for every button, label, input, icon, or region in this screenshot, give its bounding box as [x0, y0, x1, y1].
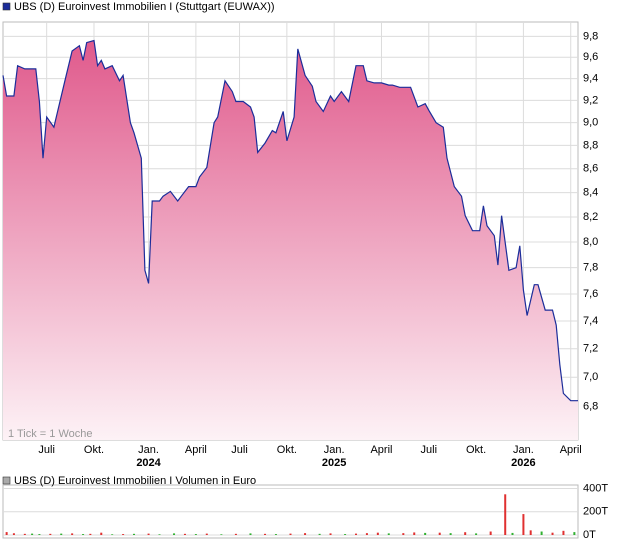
y-tick-label: 9,6	[583, 51, 598, 63]
volume-bar	[89, 533, 92, 535]
volume-bar	[449, 533, 452, 535]
x-tick-year: 2025	[322, 457, 346, 469]
volume-bar	[31, 533, 34, 535]
x-tick-label: Juli	[421, 444, 438, 456]
y-tick-label: 9,2	[583, 94, 598, 106]
volume-bar	[289, 533, 292, 535]
y-tick-label: 8,0	[583, 236, 598, 248]
x-tick-year: 2024	[136, 457, 161, 469]
volume-bar	[71, 533, 74, 535]
x-tick-label: Okt.	[277, 444, 297, 456]
volume-bar	[274, 534, 277, 535]
volume-bar	[438, 532, 441, 535]
volume-bar	[551, 532, 554, 535]
volume-bar	[562, 530, 565, 535]
y-tick-label: 400T	[583, 482, 608, 494]
volume-bar	[504, 494, 507, 535]
volume-bar	[38, 534, 41, 535]
y-tick-label: 8,6	[583, 163, 598, 175]
volume-bar	[402, 533, 405, 535]
volume-bar	[304, 533, 307, 535]
volume-bar	[475, 533, 478, 535]
legend-label: UBS (D) Euroinvest Immobilien I (Stuttga…	[14, 1, 275, 13]
volume-bar	[573, 532, 576, 535]
legend-swatch	[2, 2, 11, 11]
volume-bar	[464, 532, 467, 535]
volume-bar	[111, 534, 114, 535]
annotation: 1 Tick = 1 Woche	[8, 428, 92, 440]
volume-bar	[529, 530, 532, 535]
volume-bar	[318, 533, 321, 535]
x-tick-label: Juli	[231, 444, 248, 456]
volume-bar	[5, 532, 8, 535]
volume-bar	[158, 534, 161, 535]
volume-bar	[376, 532, 379, 535]
y-tick-label: 9,4	[583, 73, 598, 85]
y-tick-label: 7,0	[583, 371, 598, 383]
legend-swatch	[2, 476, 11, 485]
volume-bar	[344, 534, 347, 535]
y-tick-label: 7,2	[583, 343, 598, 355]
y-tick-label: 8,8	[583, 139, 598, 151]
volume-bar	[264, 533, 267, 535]
volume-bar	[540, 531, 543, 535]
volume-bar	[133, 533, 136, 535]
volume-bar	[60, 533, 63, 535]
volume-bar	[365, 533, 368, 535]
y-tick-label: 9,8	[583, 30, 598, 42]
volume-bar	[49, 533, 52, 535]
y-tick-label: 0T	[583, 529, 596, 541]
volume-bar	[413, 532, 416, 535]
volume-bar	[23, 533, 26, 535]
y-tick-label: 8,2	[583, 211, 598, 223]
volume-bar	[489, 531, 492, 535]
y-tick-label: 7,8	[583, 262, 598, 274]
y-tick-label: 6,8	[583, 401, 598, 413]
volume-bar	[522, 514, 525, 535]
volume-bar	[424, 532, 427, 535]
y-tick-label: 8,4	[583, 186, 598, 198]
volume-bar	[183, 533, 186, 535]
x-tick-label: April	[370, 444, 392, 456]
y-tick-label: 200T	[583, 506, 608, 518]
x-tick-year: 2026	[511, 457, 535, 469]
y-tick-label: 9,0	[583, 117, 598, 129]
x-tick-label: Okt.	[466, 444, 486, 456]
x-tick-label: Jan.	[138, 444, 159, 456]
volume-bar	[329, 533, 332, 535]
x-tick-label: April	[560, 444, 582, 456]
y-tick-label: 7,6	[583, 288, 598, 300]
volume-bar	[387, 533, 390, 535]
volume-bar	[122, 534, 125, 535]
x-tick-label: Okt.	[84, 444, 104, 456]
legend-label: UBS (D) Euroinvest Immobilien I Volumen …	[14, 475, 256, 487]
volume-bar	[355, 533, 358, 535]
volume-bar	[205, 533, 208, 535]
volume-bar	[100, 532, 103, 535]
volume-bar	[234, 533, 237, 535]
volume-bar	[173, 533, 176, 535]
x-tick-label: April	[185, 444, 207, 456]
x-tick-label: Jan.	[513, 444, 534, 456]
volume-bar	[82, 534, 85, 535]
volume-bar	[12, 533, 15, 535]
volume-bar	[511, 532, 514, 535]
x-tick-label: Juli	[38, 444, 55, 456]
price-line	[2, 39, 578, 402]
area-fill	[3, 40, 578, 440]
volume-bar	[147, 533, 150, 535]
volume-bar	[220, 534, 223, 535]
y-tick-label: 7,4	[583, 315, 598, 327]
volume-bar	[249, 533, 252, 535]
x-tick-label: Jan.	[324, 444, 345, 456]
volume-bar	[194, 534, 197, 535]
